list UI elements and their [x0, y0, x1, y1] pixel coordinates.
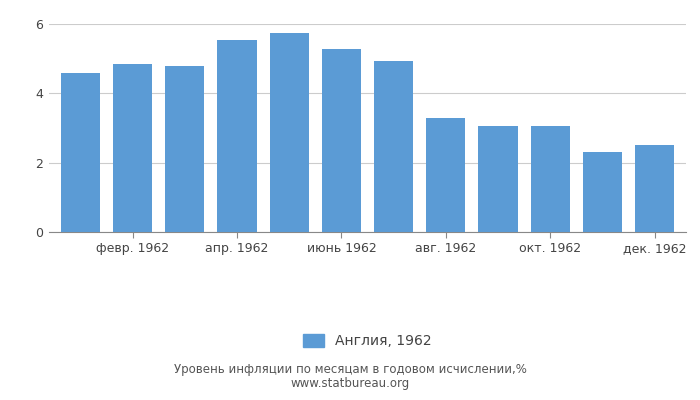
Bar [165, 66, 204, 232]
Text: Уровень инфляции по месяцам в годовом исчислении,%: Уровень инфляции по месяцам в годовом ис… [174, 364, 526, 376]
Bar [583, 152, 622, 232]
Text: www.statbureau.org: www.statbureau.org [290, 378, 410, 390]
Bar [218, 40, 256, 232]
Bar [531, 126, 570, 232]
Legend: Англия, 1962: Англия, 1962 [298, 329, 438, 354]
Bar [113, 64, 152, 232]
Bar [270, 33, 309, 232]
Bar [61, 72, 100, 232]
Bar [479, 126, 517, 232]
Bar [374, 61, 413, 232]
Bar [635, 145, 674, 232]
Bar [322, 49, 361, 232]
Bar [426, 118, 466, 232]
